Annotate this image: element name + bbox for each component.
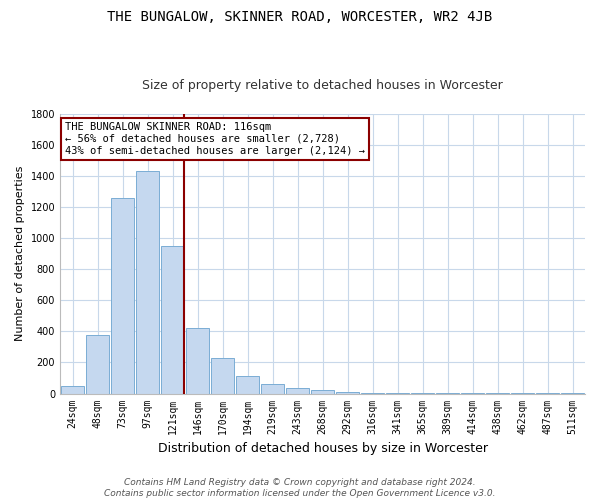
Text: Contains HM Land Registry data © Crown copyright and database right 2024.
Contai: Contains HM Land Registry data © Crown c… [104,478,496,498]
Bar [311,390,334,394]
Y-axis label: Number of detached properties: Number of detached properties [15,166,25,342]
Bar [161,246,184,394]
Title: Size of property relative to detached houses in Worcester: Size of property relative to detached ho… [142,79,503,92]
Bar [186,328,209,394]
Bar [361,393,384,394]
X-axis label: Distribution of detached houses by size in Worcester: Distribution of detached houses by size … [158,442,488,455]
Bar [61,386,84,394]
Bar [136,172,159,394]
Bar [86,334,109,394]
Bar [111,198,134,394]
Text: THE BUNGALOW SKINNER ROAD: 116sqm
← 56% of detached houses are smaller (2,728)
4: THE BUNGALOW SKINNER ROAD: 116sqm ← 56% … [65,122,365,156]
Bar [236,376,259,394]
Bar [261,384,284,394]
Bar [211,358,234,394]
Bar [286,388,309,394]
Text: THE BUNGALOW, SKINNER ROAD, WORCESTER, WR2 4JB: THE BUNGALOW, SKINNER ROAD, WORCESTER, W… [107,10,493,24]
Bar [336,392,359,394]
